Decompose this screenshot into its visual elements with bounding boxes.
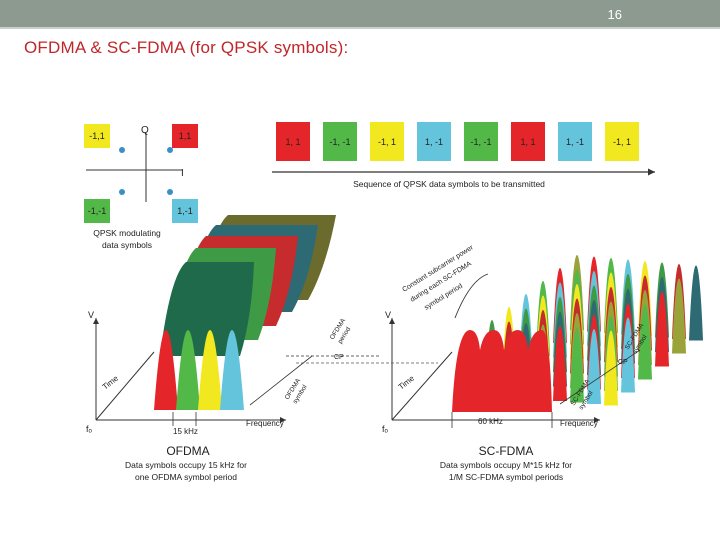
ofdma-peak xyxy=(154,330,178,410)
constellation-box-label: -1,1 xyxy=(89,131,105,141)
ofdma-frequency-label: Frequency xyxy=(246,419,284,428)
scfdma-peak xyxy=(587,329,601,404)
sequence-symbol-box xyxy=(417,122,451,161)
scfdma-cp-label: CP xyxy=(618,359,628,366)
constellation-box-label: 1,1 xyxy=(179,131,192,141)
constellation-box xyxy=(84,124,110,148)
scfdma-peak xyxy=(689,265,703,341)
scfdma-peak xyxy=(655,291,669,367)
slide-title: OFDMA & SC-FDMA (for QPSK symbols): xyxy=(24,38,349,57)
scfdma-time-label: Time xyxy=(397,373,417,391)
i-axis-label: I xyxy=(181,168,184,179)
ofdma-peak xyxy=(176,330,200,410)
symbol-sequence: 1, 1 -1, -1 -1, 1 1, -1 -1, -1 1, 1 1, -1 -1, 1… xyxy=(272,122,655,189)
constellation-box xyxy=(84,199,110,223)
scfdma-name: SC-FDMA xyxy=(479,444,534,458)
scfdma-peak xyxy=(621,317,635,393)
sequence-symbol-label: 1, -1 xyxy=(425,137,443,147)
ofdma-peak xyxy=(198,330,222,410)
constellation-box-label: -1,-1 xyxy=(88,206,107,216)
scfdma-caption-2: 1/M SC-FDMA symbol periods xyxy=(449,472,563,482)
sequence-symbol-label: -1, 1 xyxy=(378,137,396,147)
sequence-symbol-box xyxy=(370,122,404,161)
constellation-caption-1: QPSK modulating xyxy=(93,228,161,238)
sequence-symbol-label: 1, 1 xyxy=(520,137,535,147)
sequence-symbol-box xyxy=(511,122,545,161)
scfdma-peak xyxy=(672,278,686,354)
constellation-point xyxy=(167,147,173,153)
ofdma-caption-1: Data symbols occupy 15 kHz for xyxy=(125,460,247,470)
ofdma-bw-label: 15 kHz xyxy=(173,427,198,436)
sequence-caption: Sequence of QPSK data symbols to be tran… xyxy=(353,179,545,189)
constellation-point xyxy=(167,189,173,195)
constellation-point xyxy=(119,189,125,195)
scfdma-frequency-label: Frequency xyxy=(560,419,598,428)
sequence-symbol-label: -1, 1 xyxy=(613,137,631,147)
constellation-box-label: 1,-1 xyxy=(177,206,193,216)
scfdma-peak xyxy=(570,327,584,403)
page-number: 16 xyxy=(607,7,622,22)
scfdma-peak xyxy=(553,326,567,401)
sequence-symbol-label: -1, -1 xyxy=(329,137,350,147)
ofdma-time-label: Time xyxy=(101,373,121,391)
sequence-symbol-label: 1, -1 xyxy=(566,137,584,147)
scfdma-origin-label: fₒ xyxy=(382,424,389,434)
scfdma-plot: V Time fₒ Frequency 60 kHz CP Constant s… xyxy=(382,244,703,482)
scfdma-front-band xyxy=(452,330,552,412)
sequence-symbol-box xyxy=(605,122,639,161)
scfdma-v-label: V xyxy=(385,310,391,320)
ofdma-caption-2: one OFDMA symbol period xyxy=(135,472,237,482)
scfdma-brace xyxy=(454,273,489,319)
scfdma-peak xyxy=(604,330,618,406)
constellation-box xyxy=(172,124,198,148)
ofdma-origin-label: fₒ xyxy=(86,424,93,434)
sequence-symbol-box xyxy=(323,122,357,161)
scfdma-bw-label: 60 kHz xyxy=(478,417,503,426)
ofdma-v-label: V xyxy=(88,310,94,320)
scfdma-time-axis xyxy=(391,351,453,421)
ofdma-time-axis xyxy=(95,351,155,421)
ofdma-period-line xyxy=(249,355,313,406)
ofdma-peak xyxy=(220,330,244,410)
sequence-symbol-box xyxy=(276,122,310,161)
sequence-symbol-box xyxy=(464,122,498,161)
sequence-symbol-label: 1, 1 xyxy=(285,137,300,147)
ofdma-cp-label: CP xyxy=(334,354,344,361)
slide-header-bar: 16 xyxy=(0,0,720,29)
ofdma-plot: V Time fₒ Frequency 15 kHz CP OFDMA peri… xyxy=(86,215,380,482)
constellation-point xyxy=(119,147,125,153)
sequence-symbol-label: -1, -1 xyxy=(470,137,491,147)
q-axis-label: Q xyxy=(141,125,149,136)
ofdma-name: OFDMA xyxy=(166,444,209,458)
qpsk-constellation: Q I -1,1 1,1 -1,-1 1,-1 QPSK modulating dat… xyxy=(84,124,198,250)
scfdma-peak xyxy=(638,304,652,380)
constellation-caption-2: data symbols xyxy=(102,240,152,250)
scfdma-caption-1: Data symbols occupy M*15 kHz for xyxy=(440,460,572,470)
scfdma-period-line xyxy=(559,349,641,405)
constellation-box xyxy=(172,199,198,223)
sequence-symbol-box xyxy=(558,122,592,161)
